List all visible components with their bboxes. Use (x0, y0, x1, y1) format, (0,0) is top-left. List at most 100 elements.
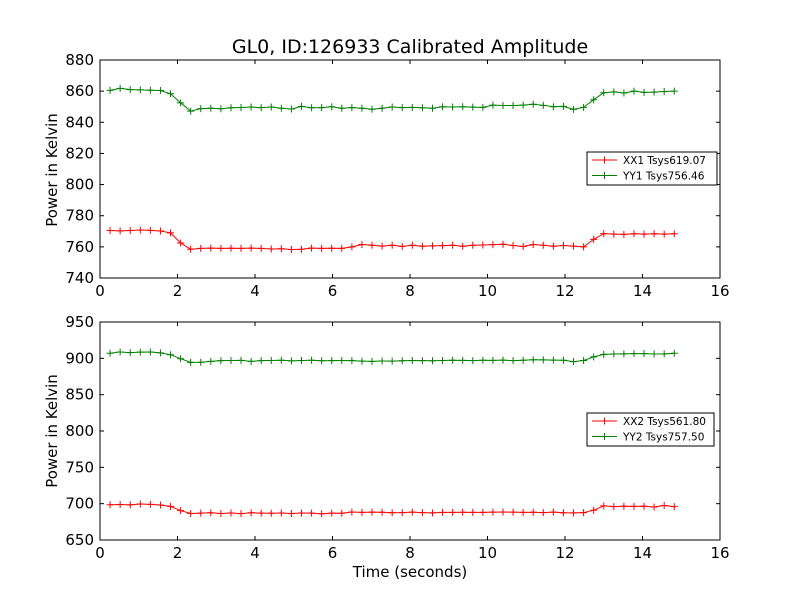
data-point-marker (237, 356, 245, 364)
data-point-marker (277, 104, 285, 112)
data-point-marker (469, 508, 477, 516)
data-point-marker (187, 509, 195, 517)
data-point-marker (106, 501, 114, 509)
data-point-marker (600, 350, 608, 358)
data-point-marker (539, 241, 547, 249)
data-point-marker (227, 357, 235, 365)
data-point-marker (308, 244, 316, 252)
data-point-marker (499, 508, 507, 516)
data-point-marker (630, 230, 638, 238)
data-point-marker (660, 350, 668, 358)
legend-entry-label: XX1 Tsys619.07 (623, 155, 706, 167)
data-point-marker (630, 350, 638, 358)
data-point-marker (187, 358, 195, 366)
data-point-marker (509, 357, 517, 365)
y-tick-label: 860 (65, 82, 94, 100)
legend: XX2 Tsys561.80 YY2 Tsys757.50 (586, 412, 715, 447)
data-point-marker (388, 103, 396, 111)
data-point-marker (529, 508, 537, 516)
data-point-marker (600, 89, 608, 97)
data-point-marker (237, 244, 245, 252)
data-point-marker (348, 508, 356, 516)
y-tick-label: 780 (65, 207, 94, 225)
data-point-marker (348, 357, 356, 365)
data-point-marker (418, 357, 426, 365)
data-point-marker (670, 230, 678, 238)
data-point-marker (287, 105, 295, 113)
y-tick-label: 880 (65, 51, 94, 69)
data-point-marker (358, 104, 366, 112)
data-point-marker (267, 245, 275, 253)
data-point-marker (660, 230, 668, 238)
x-tick-label: 2 (173, 544, 183, 562)
data-point-marker (318, 104, 326, 112)
data-point-marker (620, 502, 628, 510)
data-point-marker (559, 356, 567, 364)
data-point-marker (318, 510, 326, 518)
data-point-marker (650, 350, 658, 358)
data-point-marker (277, 509, 285, 517)
data-point-marker (408, 103, 416, 111)
data-point-marker (529, 100, 537, 108)
data-point-marker (539, 101, 547, 109)
y-tick-label: 900 (65, 349, 94, 367)
x-tick-label: 16 (710, 282, 729, 300)
data-point-marker (449, 356, 457, 364)
y-tick-label: 820 (65, 144, 94, 162)
data-point-marker (499, 240, 507, 248)
data-point-marker (378, 357, 386, 365)
data-point-marker (287, 246, 295, 254)
data-point-marker (197, 358, 205, 366)
data-point-marker (116, 227, 124, 235)
data-point-marker (167, 502, 175, 510)
data-point-marker (328, 244, 336, 252)
data-point-marker (398, 509, 406, 517)
data-point-marker (308, 509, 316, 517)
data-point-marker (590, 96, 598, 104)
x-tick-label: 4 (250, 544, 260, 562)
data-point-marker (519, 356, 527, 364)
data-point-marker (499, 356, 507, 364)
data-point-marker (418, 104, 426, 112)
data-point-marker (549, 356, 557, 364)
data-point-marker (358, 241, 366, 249)
data-point-marker (167, 229, 175, 237)
data-point-marker (247, 103, 255, 111)
data-point-marker (227, 104, 235, 112)
data-point-marker (358, 357, 366, 365)
data-point-marker (439, 103, 447, 111)
data-point-marker (116, 501, 124, 509)
data-point-marker (136, 500, 144, 508)
data-point-marker (187, 245, 195, 253)
data-point-marker (217, 509, 225, 517)
data-point-marker (459, 103, 467, 111)
data-point-marker (308, 104, 316, 112)
data-point-marker (519, 101, 527, 109)
data-point-marker (630, 87, 638, 95)
data-point-marker (529, 241, 537, 249)
x-tick-label: 0 (95, 544, 105, 562)
data-point-marker (136, 86, 144, 94)
data-point-marker (660, 87, 668, 95)
data-point-marker (368, 105, 376, 113)
legend-marker (601, 433, 608, 440)
data-point-marker (408, 357, 416, 365)
data-point-marker (570, 105, 578, 113)
data-point-marker (640, 88, 648, 96)
data-point-marker (388, 509, 396, 517)
data-point-marker (570, 358, 578, 366)
data-point-marker (428, 104, 436, 112)
data-point-marker (338, 244, 346, 252)
y-tick-label: 800 (65, 176, 94, 194)
legend-entry-label: YY2 Tsys757.50 (622, 432, 704, 444)
data-point-marker (428, 509, 436, 517)
data-point-marker (428, 357, 436, 365)
data-point-marker (197, 509, 205, 517)
data-point-marker (187, 107, 195, 115)
data-point-marker (539, 356, 547, 364)
data-point-marker (126, 501, 134, 509)
x-tick-label: 12 (555, 282, 574, 300)
data-point-marker (197, 105, 205, 113)
data-point-marker (580, 243, 588, 251)
data-point-marker (670, 349, 678, 357)
